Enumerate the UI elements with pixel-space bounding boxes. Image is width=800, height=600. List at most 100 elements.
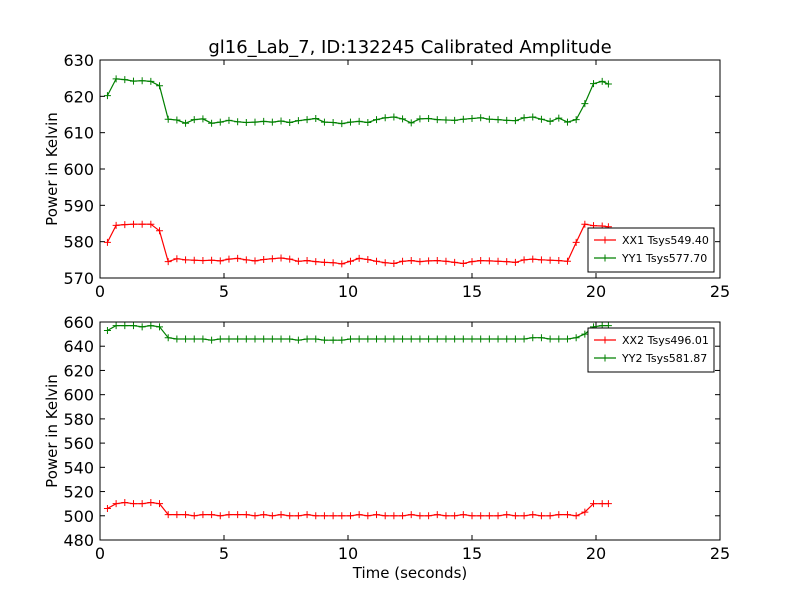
legend-label: YY1 Tsys577.70 <box>621 252 707 265</box>
data-point <box>442 257 450 265</box>
data-point <box>537 256 545 264</box>
legend-label: XX2 Tsys496.01 <box>622 334 709 347</box>
y-tick-label: 580 <box>63 233 94 252</box>
data-point <box>511 258 519 266</box>
data-point <box>399 115 407 123</box>
data-point <box>563 511 571 519</box>
data-point <box>572 512 580 520</box>
data-point <box>234 118 242 126</box>
data-point <box>199 335 207 343</box>
data-point <box>433 335 441 343</box>
y-tick-label: 580 <box>63 410 94 429</box>
data-point <box>251 118 259 126</box>
y-tick-label: 590 <box>63 196 94 215</box>
data-point <box>451 335 459 343</box>
data-point <box>338 512 346 520</box>
data-point <box>485 257 493 265</box>
data-point <box>477 257 485 265</box>
data-point <box>320 118 328 126</box>
legend-marker <box>601 336 609 344</box>
data-point <box>312 335 320 343</box>
data-point <box>138 77 146 85</box>
x-tick-label: 5 <box>219 544 229 563</box>
data-point <box>364 118 372 126</box>
data-point <box>251 335 259 343</box>
data-point <box>425 114 433 122</box>
x-tick-label: 5 <box>219 282 229 301</box>
data-point <box>425 512 433 520</box>
data-point <box>251 512 259 520</box>
data-point <box>156 500 164 508</box>
data-point <box>555 257 563 265</box>
data-point <box>485 335 493 343</box>
data-point <box>390 335 398 343</box>
data-point <box>277 335 285 343</box>
y-tick-label: 600 <box>63 160 94 179</box>
data-point <box>286 512 294 520</box>
x-tick-label: 20 <box>586 282 606 301</box>
data-point <box>590 500 598 508</box>
data-point <box>485 512 493 520</box>
y-tick-label: 660 <box>63 313 94 332</box>
data-point <box>147 77 155 85</box>
data-point <box>268 512 276 520</box>
data-point <box>477 114 485 122</box>
data-point <box>407 257 415 265</box>
data-point <box>216 118 224 126</box>
y-axis-label: Power in Kelvin <box>43 374 61 488</box>
data-point <box>320 512 328 520</box>
data-point <box>260 335 268 343</box>
data-point <box>494 257 502 265</box>
data-point <box>138 323 146 331</box>
data-point <box>503 511 511 519</box>
data-point <box>173 335 181 343</box>
data-point <box>407 119 415 127</box>
data-point <box>537 115 545 123</box>
data-point <box>129 500 137 508</box>
data-point <box>520 335 528 343</box>
data-point <box>581 220 589 228</box>
x-tick-label: 10 <box>338 282 358 301</box>
legend-marker <box>601 354 609 362</box>
data-point <box>164 115 172 123</box>
data-point <box>355 117 363 125</box>
legend: XX1 Tsys549.40 YY1 Tsys577.70 <box>587 227 715 273</box>
y-tick-label: 570 <box>63 269 94 288</box>
data-point <box>182 256 190 264</box>
data-point <box>225 335 233 343</box>
data-point <box>147 498 155 506</box>
data-point <box>416 512 424 520</box>
data-point <box>121 76 129 84</box>
data-point <box>468 114 476 122</box>
data-point <box>563 335 571 343</box>
data-point <box>338 260 346 268</box>
data-point <box>494 116 502 124</box>
data-point <box>147 220 155 228</box>
data-point <box>604 80 612 88</box>
data-point <box>182 119 190 127</box>
data-point <box>260 255 268 263</box>
data-point <box>563 118 571 126</box>
data-point <box>416 258 424 266</box>
data-point <box>390 259 398 267</box>
data-point <box>320 336 328 344</box>
data-point <box>433 257 441 265</box>
data-point <box>459 511 467 519</box>
data-point <box>138 500 146 508</box>
data-point <box>529 511 537 519</box>
legend-marker <box>601 236 609 244</box>
y-tick-label: 620 <box>63 87 94 106</box>
data-point <box>156 323 164 331</box>
data-point <box>121 322 129 330</box>
data-point <box>121 498 129 506</box>
data-point <box>477 335 485 343</box>
data-point <box>242 335 250 343</box>
data-point <box>451 512 459 520</box>
top-subplot: 0 5 10 15 20 25 570 580 590 600 610 620 630 Power in … <box>43 51 730 301</box>
data-point <box>173 255 181 263</box>
data-point <box>355 254 363 262</box>
data-point <box>208 119 216 127</box>
data-point <box>399 335 407 343</box>
legend-box <box>587 227 715 273</box>
